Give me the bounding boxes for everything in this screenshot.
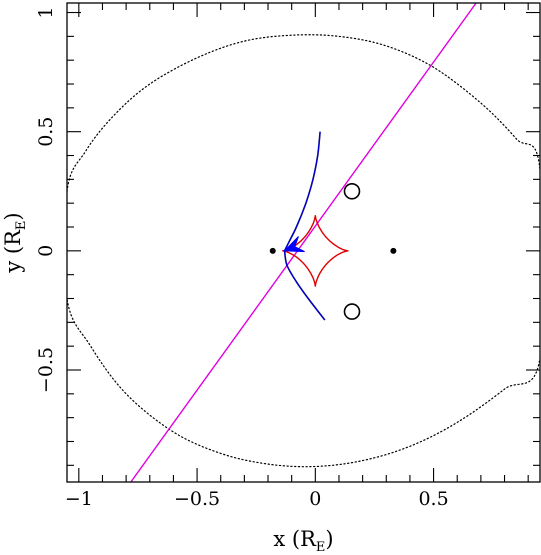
y-axis-label-close: )	[1, 212, 25, 220]
plot-content	[67, 3, 540, 482]
y-tick-label: 0.5	[35, 117, 57, 147]
source-track-upper	[283, 131, 321, 252]
y-tick-label: 1	[35, 6, 57, 18]
y-axis-label-sub: E	[14, 221, 29, 231]
x-tick-label: 0	[309, 488, 321, 510]
trajectory-lower	[284, 250, 326, 321]
trajectory-upper	[284, 131, 321, 251]
tick-labels: −1 −0.5 0 0.5 −0.5 0 0.5 1	[35, 6, 449, 510]
x-tick-label: −0.5	[174, 488, 220, 510]
lens-mass-1	[269, 247, 276, 254]
x-axis-label-main: x (R	[273, 527, 317, 551]
plot-area	[67, 3, 540, 482]
lens-mass-2	[390, 247, 397, 254]
image-circle-1	[343, 182, 361, 200]
y-axis-label-main: y (R	[1, 229, 25, 274]
x-axis-label-sub: E	[316, 540, 326, 555]
y-axis-label: y (RE)	[1, 212, 29, 273]
axis-ticks	[67, 3, 540, 482]
trajectory-line	[130, 3, 477, 482]
x-axis-label: x (RE)	[273, 527, 333, 555]
x-tick-label: 0.5	[418, 488, 448, 510]
y-tick-label: 0	[35, 245, 57, 257]
plot-frame	[66, 2, 541, 483]
x-axis-label-close: )	[325, 527, 333, 551]
image-circle-2	[343, 303, 361, 320]
trajectory-arrow	[283, 236, 305, 253]
critical-curve	[67, 34, 540, 468]
x-tick-label: −1	[65, 488, 93, 510]
y-tick-label: −0.5	[35, 347, 57, 393]
caustic	[282, 215, 349, 287]
